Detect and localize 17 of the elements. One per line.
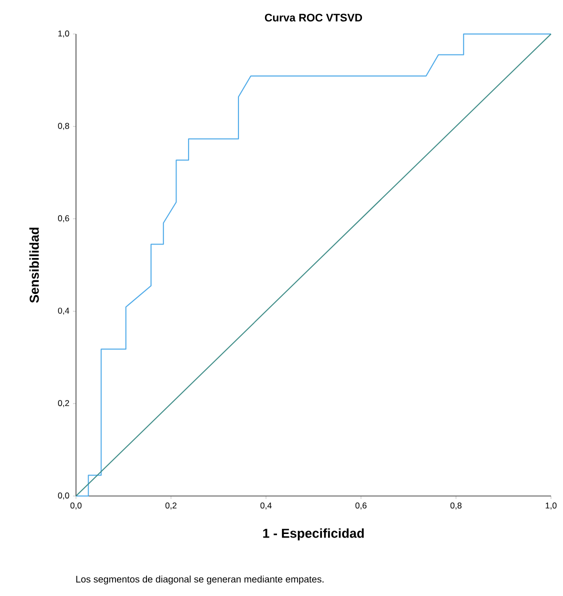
- y-tick-label: 0,8: [58, 122, 70, 130]
- x-tick-label: 1,0: [546, 502, 557, 510]
- y-tick-label: 0,2: [58, 400, 70, 408]
- y-tick-label: 0,0: [58, 492, 70, 500]
- x-tick-label: 0,2: [165, 502, 176, 510]
- y-tick-label: 0,6: [58, 215, 70, 222]
- x-tick-label: 0,8: [450, 502, 462, 510]
- text: Los segmentos de diagonal se generan mediante empates.: [76, 576, 324, 584]
- y-axis-title: Sensibilidad: [29, 228, 39, 303]
- x-tick-label: 0,6: [355, 502, 367, 510]
- x-tick-label: 0,0: [70, 502, 82, 510]
- line-series: [76, 33, 552, 496]
- y-tick-label: 1,0: [58, 30, 70, 38]
- x-tick-label: 0,4: [260, 502, 272, 510]
- x-axis-title: 1 - Especificidad: [263, 528, 364, 540]
- chart-title: Curva ROC VTSVD: [264, 14, 362, 22]
- y-tick-label: 0,4: [58, 308, 70, 315]
